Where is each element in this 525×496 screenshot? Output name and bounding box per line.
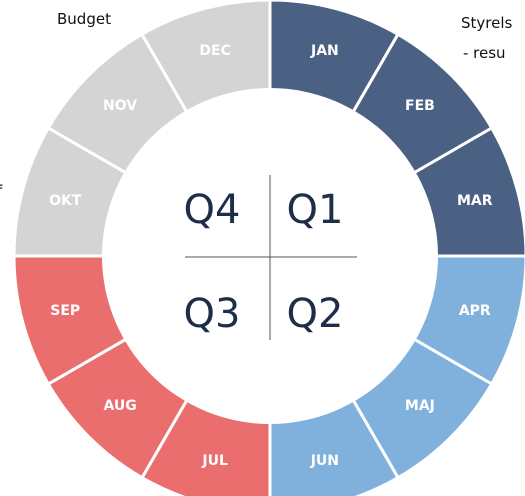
quarter-label: Q3 — [184, 291, 241, 337]
month-label: JUL — [201, 453, 228, 469]
quarter-label: Q2 — [287, 291, 344, 337]
month-label: JAN — [310, 43, 339, 59]
month-label: JUN — [310, 453, 339, 469]
month-label: FEB — [405, 98, 435, 114]
month-label: SEP — [50, 303, 80, 319]
month-label: APR — [459, 303, 491, 319]
month-label: OKT — [49, 193, 82, 209]
cut-label: f — [0, 182, 3, 200]
month-label: DEC — [199, 43, 230, 59]
month-label: AUG — [103, 398, 136, 414]
quarter-label: Q1 — [287, 187, 344, 233]
month-label: MAJ — [405, 398, 435, 414]
board-sublabel: - resu — [463, 44, 506, 62]
month-label: MAR — [457, 193, 493, 209]
board-label: Styrels — [461, 14, 513, 32]
month-label: NOV — [103, 98, 137, 114]
quarter-label: Q4 — [184, 187, 241, 233]
budget-label: Budget — [57, 10, 111, 28]
